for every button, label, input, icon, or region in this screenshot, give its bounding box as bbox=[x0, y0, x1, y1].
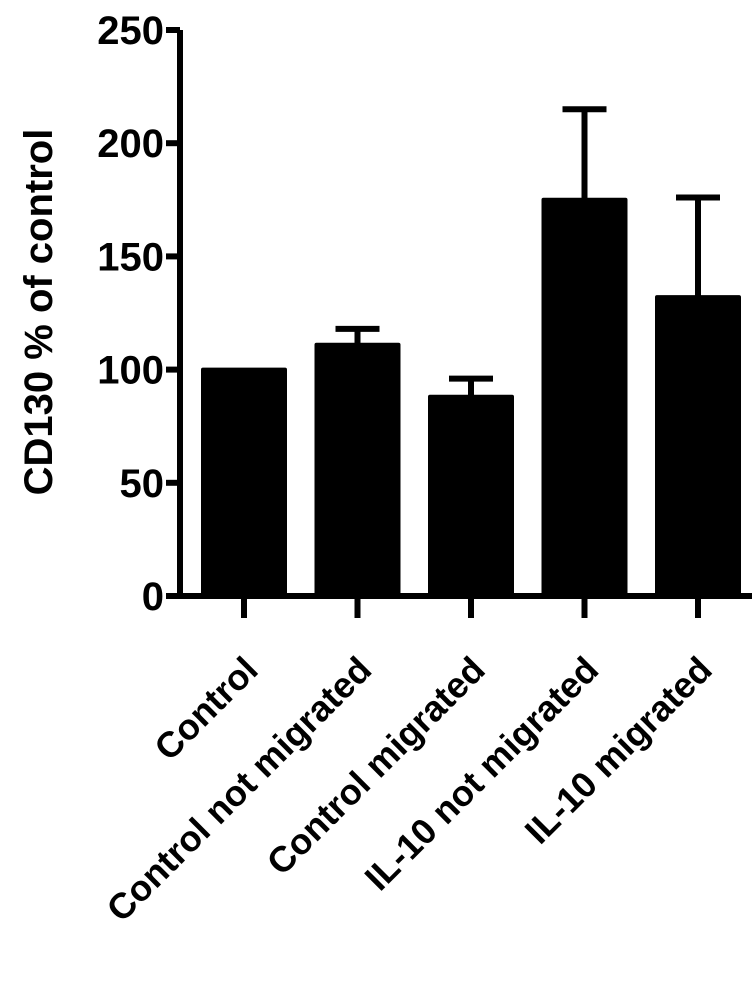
y-tick-label: 150 bbox=[97, 235, 164, 279]
y-axis-title: CD130 % of control bbox=[17, 129, 61, 496]
bar bbox=[428, 394, 514, 598]
y-tick-label: 250 bbox=[97, 9, 164, 53]
y-tick-label: 200 bbox=[97, 122, 164, 166]
bar bbox=[541, 197, 628, 599]
y-tick-label: 50 bbox=[120, 462, 165, 506]
bar bbox=[201, 367, 287, 598]
y-tick-label: 0 bbox=[142, 575, 164, 619]
y-tick-label: 100 bbox=[97, 349, 164, 393]
x-category-label: Control migrated bbox=[259, 649, 493, 883]
bar bbox=[655, 295, 741, 598]
bar bbox=[314, 342, 401, 599]
